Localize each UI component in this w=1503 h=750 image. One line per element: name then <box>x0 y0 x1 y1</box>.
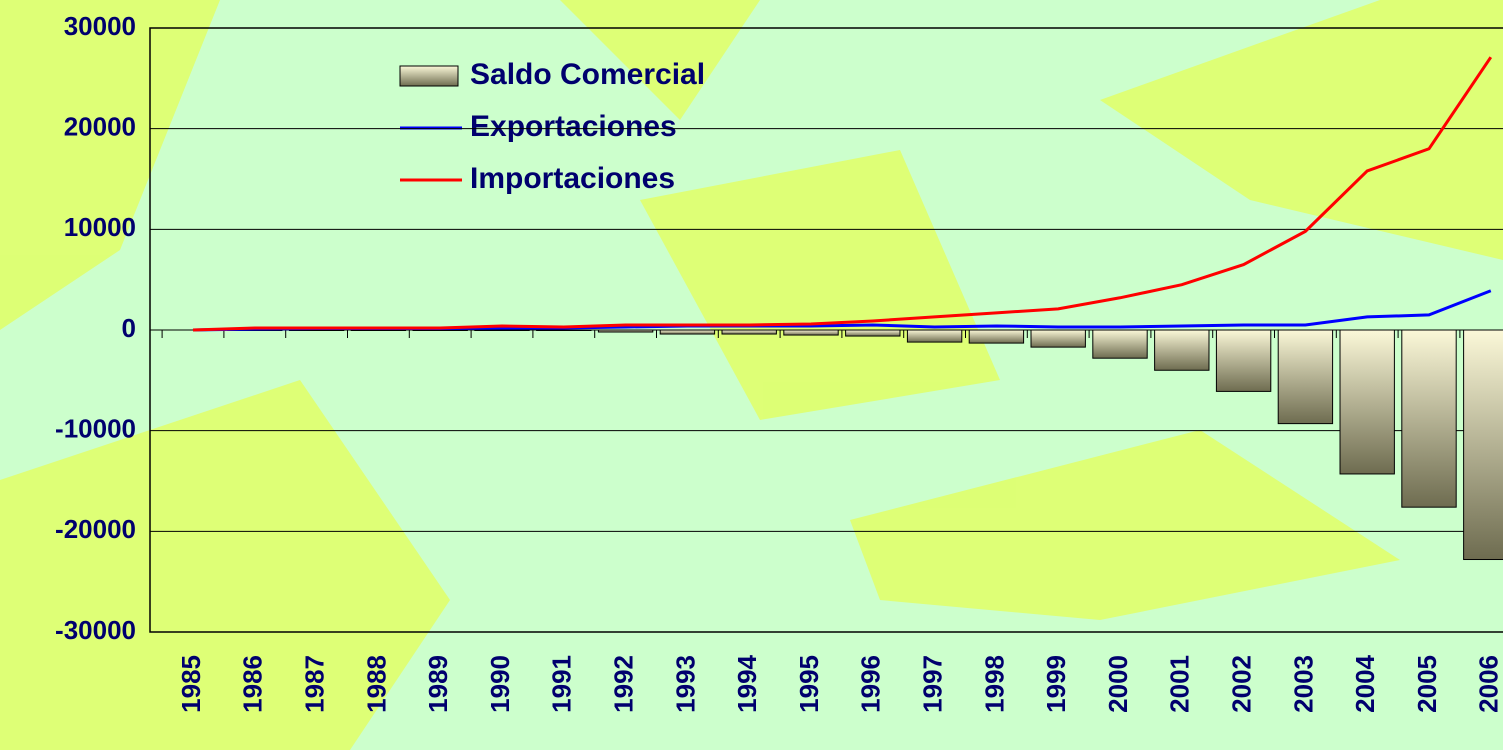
x-tick-label: 1989 <box>423 655 453 713</box>
x-tick-label: 1990 <box>485 655 515 713</box>
bar <box>1031 330 1085 347</box>
bar <box>1402 330 1456 507</box>
bar <box>907 330 961 342</box>
x-tick-label: 2004 <box>1350 654 1380 712</box>
y-tick-label: -10000 <box>55 414 136 444</box>
bar <box>722 330 776 334</box>
x-tick-label: 2002 <box>1226 655 1256 713</box>
bar <box>537 330 591 331</box>
bar <box>1464 330 1503 560</box>
x-tick-label: 1998 <box>979 655 1009 713</box>
bar <box>413 330 467 331</box>
bar <box>1093 330 1147 358</box>
y-tick-label: 20000 <box>64 112 136 142</box>
x-tick-label: 2003 <box>1288 655 1318 713</box>
y-tick-label: -30000 <box>55 615 136 645</box>
x-tick-label: 1988 <box>361 655 391 713</box>
y-tick-label: 0 <box>122 313 136 343</box>
bar <box>1216 330 1270 391</box>
bar <box>1155 330 1209 370</box>
bar <box>351 330 405 331</box>
x-tick-label: 1995 <box>794 655 824 713</box>
legend-swatch <box>400 66 458 86</box>
x-tick-label: 1993 <box>670 655 700 713</box>
x-tick-label: 1991 <box>547 655 577 713</box>
x-tick-label: 1994 <box>732 654 762 712</box>
bar <box>598 330 652 332</box>
x-tick-label: 1987 <box>299 655 329 713</box>
x-tick-label: 2000 <box>1103 655 1133 713</box>
y-tick-label: 30000 <box>64 11 136 41</box>
x-tick-label: 1986 <box>238 655 268 713</box>
y-tick-label: 10000 <box>64 212 136 242</box>
x-tick-label: 2006 <box>1474 655 1503 713</box>
x-tick-label: 1992 <box>608 655 638 713</box>
bar <box>475 330 529 331</box>
x-tick-label: 1985 <box>176 655 206 713</box>
x-tick-label: 2001 <box>1165 655 1195 713</box>
bar <box>846 330 900 336</box>
bar <box>784 330 838 335</box>
legend-label: Importaciones <box>470 162 675 195</box>
bar <box>1340 330 1394 474</box>
legend-label: Exportaciones <box>470 110 677 143</box>
x-tick-label: 1996 <box>856 655 886 713</box>
x-tick-label: 1997 <box>917 655 947 713</box>
legend-label: Saldo Comercial <box>470 58 705 91</box>
bar <box>1278 330 1332 424</box>
chart: Saldo Comercial Exportaciones Importacione… <box>0 0 1503 750</box>
y-tick-label: -20000 <box>55 514 136 544</box>
x-tick-label: 1999 <box>1041 655 1071 713</box>
bar <box>660 330 714 334</box>
bar <box>969 330 1023 343</box>
x-tick-label: 2005 <box>1412 655 1442 713</box>
